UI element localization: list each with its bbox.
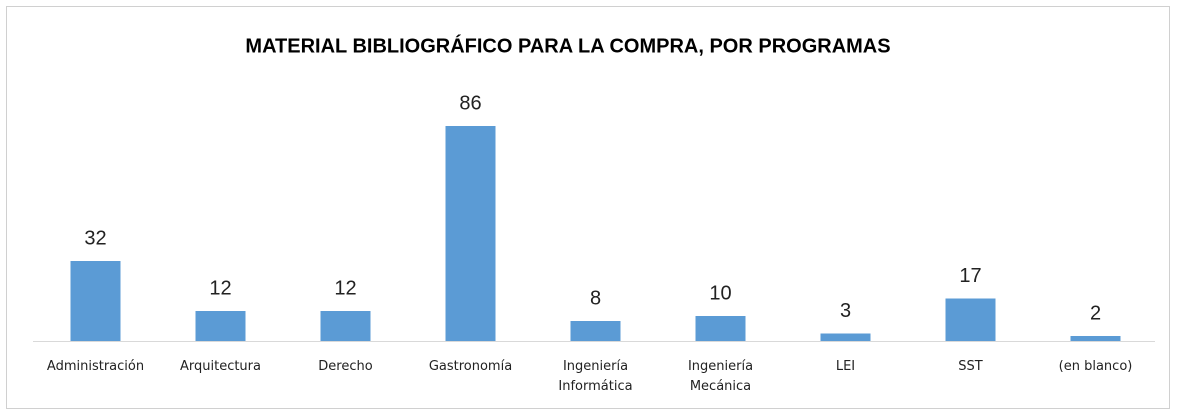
bar <box>445 126 496 341</box>
chart-title: MATERIAL BIBLIOGRÁFICO PARA LA COMPRA, P… <box>245 34 890 57</box>
bar <box>820 333 871 341</box>
data-label: 10 <box>709 282 731 304</box>
chart-border <box>6 6 1170 409</box>
data-label: 12 <box>334 277 356 299</box>
x-tick-label: SST <box>958 359 983 374</box>
x-tick-label: Ingeniería Mecánica <box>687 359 754 394</box>
x-tick-label: (en blanco) <box>1058 359 1133 374</box>
bar <box>570 321 621 341</box>
x-tick-label: LEI <box>835 359 856 374</box>
data-label: 3 <box>840 300 851 322</box>
bar <box>945 298 996 341</box>
x-tick-label: Derecho <box>318 359 373 374</box>
data-label: 86 <box>459 92 481 114</box>
data-label: 32 <box>84 227 106 249</box>
bar <box>195 311 246 341</box>
data-label: 2 <box>1090 302 1101 324</box>
x-tick-label: Ingeniería Informática <box>558 359 633 394</box>
data-label: 17 <box>959 265 981 287</box>
bar <box>695 316 746 341</box>
bar <box>1070 336 1121 341</box>
x-tick-label: Administración <box>46 359 145 374</box>
x-tick-label: Arquitectura <box>179 359 261 374</box>
bar <box>320 311 371 341</box>
data-label: 12 <box>209 277 231 299</box>
x-tick-label: Gastronomía <box>428 359 513 374</box>
bar <box>70 261 121 341</box>
data-label: 8 <box>590 287 601 309</box>
